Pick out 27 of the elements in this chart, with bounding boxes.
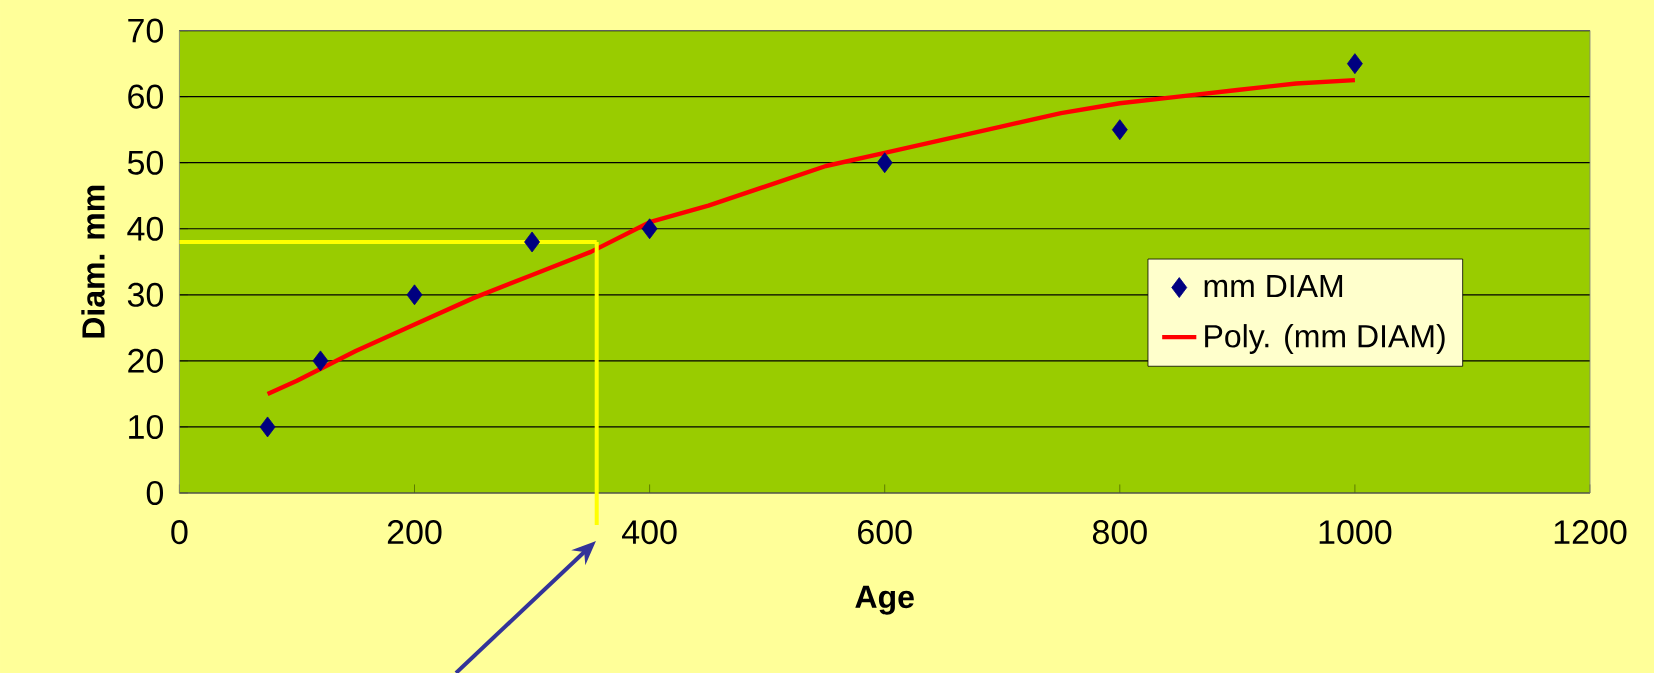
y-tick-label: 30 bbox=[127, 282, 164, 307]
point bbox=[524, 231, 540, 253]
point bbox=[1111, 119, 1128, 141]
legend-label: mm DIAM bbox=[1204, 275, 1343, 298]
point bbox=[406, 284, 423, 306]
point bbox=[876, 152, 893, 174]
x-tick-label: 0 bbox=[171, 520, 188, 545]
point bbox=[1347, 53, 1363, 75]
x-tick-label: 400 bbox=[622, 520, 677, 545]
x-tick-label: 1200 bbox=[1554, 520, 1627, 545]
y-tick-label: 40 bbox=[127, 216, 164, 241]
x-axis-title: Age bbox=[855, 585, 914, 615]
y-tick-label: 0 bbox=[146, 480, 164, 506]
point bbox=[259, 416, 276, 438]
y-tick-label: 50 bbox=[127, 150, 164, 175]
x-tick-label: 600 bbox=[858, 520, 912, 545]
x-tick-label: 800 bbox=[1092, 520, 1147, 545]
y-tick-label: 10 bbox=[129, 414, 164, 439]
legend-label: Poly. (mm DIAM) bbox=[1205, 324, 1445, 354]
y-tick-label: 60 bbox=[128, 84, 164, 109]
point bbox=[312, 350, 329, 372]
x-tick-label: 200 bbox=[387, 520, 442, 545]
y-tick-label: 20 bbox=[128, 348, 164, 373]
x-tick-label: 1000 bbox=[1319, 520, 1392, 545]
y-tick-label: 70 bbox=[128, 18, 164, 43]
point bbox=[641, 218, 658, 240]
y-axis-title: Diam. mm bbox=[81, 185, 105, 338]
